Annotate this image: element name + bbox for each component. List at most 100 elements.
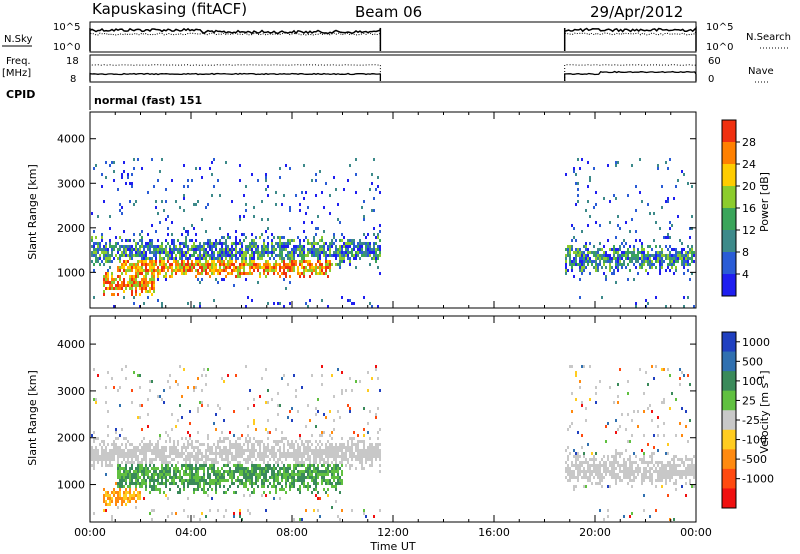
- velocity-cell: [605, 425, 607, 428]
- power-cell: [247, 263, 249, 266]
- velocity-cell: [255, 482, 257, 485]
- velocity-cell: [661, 467, 663, 470]
- velocity-cell: [189, 470, 191, 473]
- velocity-cell: [123, 452, 125, 455]
- velocity-cell: [341, 371, 343, 374]
- power-cell: [239, 248, 241, 251]
- velocity-cell: [269, 449, 271, 452]
- power-cell: [179, 248, 181, 251]
- power-cell: [143, 281, 145, 284]
- velocity-cell: [349, 464, 351, 467]
- power-cell: [251, 272, 253, 275]
- velocity-cell: [193, 446, 195, 449]
- velocity-cell: [163, 470, 165, 473]
- velocity-cell: [689, 482, 691, 485]
- velocity-cell: [369, 458, 371, 461]
- power-cell: [573, 263, 575, 266]
- power-cell: [113, 305, 115, 308]
- velocity-cell: [263, 482, 265, 485]
- velocity-cell: [179, 479, 181, 482]
- power-cell: [375, 260, 377, 263]
- power-cell: [211, 257, 213, 260]
- velocity-cell: [357, 440, 359, 443]
- velocity-cell: [169, 488, 171, 491]
- power-cell: [659, 260, 661, 263]
- velocity-cell: [253, 473, 255, 476]
- power-cell: [199, 266, 201, 269]
- power-cell: [309, 275, 311, 278]
- velocity-cell: [237, 452, 239, 455]
- power-cell: [219, 263, 221, 266]
- velocity-cell: [593, 461, 595, 464]
- power-cell: [215, 248, 217, 251]
- velocity-cell: [589, 464, 591, 467]
- power-cell: [647, 272, 649, 275]
- power-cell: [109, 245, 111, 248]
- power-cell: [377, 233, 379, 236]
- velocity-cell: [595, 392, 597, 395]
- velocity-cell: [129, 452, 131, 455]
- power-cell: [223, 248, 225, 251]
- power-cell: [243, 269, 245, 272]
- velocity-cell: [341, 455, 343, 458]
- power-cell: [669, 257, 671, 260]
- power-cell: [141, 245, 143, 248]
- power-cell: [575, 254, 577, 257]
- power-cell: [171, 248, 173, 251]
- velocity-xtick-label: 12:00: [377, 526, 409, 539]
- power-cell: [313, 236, 315, 239]
- velocity-cell: [199, 449, 201, 452]
- velocity-cell: [181, 395, 183, 398]
- power-cell: [167, 251, 169, 254]
- power-cell: [279, 302, 281, 305]
- velocity-cell: [215, 455, 217, 458]
- velocity-cell: [193, 467, 195, 470]
- power-cell: [245, 185, 247, 188]
- velocity-cell: [135, 488, 137, 491]
- velocity-cell: [311, 443, 313, 446]
- power-cell: [187, 260, 189, 263]
- velocity-cell: [299, 437, 301, 440]
- power-cell: [159, 269, 161, 272]
- power-cell: [303, 251, 305, 254]
- power-cell: [143, 251, 145, 254]
- velocity-cell: [693, 467, 695, 470]
- velocity-cell: [657, 461, 659, 464]
- velocity-cell: [287, 449, 289, 452]
- power-cell: [367, 233, 369, 236]
- power-cell: [141, 257, 143, 260]
- power-cell: [361, 248, 363, 251]
- power-cell: [333, 176, 335, 179]
- power-cell: [153, 269, 155, 272]
- velocity-cell: [105, 452, 107, 455]
- velocity-cell: [607, 509, 609, 512]
- velocity-cell: [649, 461, 651, 464]
- velocity-cell: [269, 452, 271, 455]
- velocity-cell: [587, 479, 589, 482]
- velocity-cell: [267, 464, 269, 467]
- power-cell: [177, 251, 179, 254]
- power-cell: [239, 254, 241, 257]
- velocity-cell: [161, 476, 163, 479]
- velocity-cell: [283, 476, 285, 479]
- velocity-cell: [645, 467, 647, 470]
- power-cell: [587, 161, 589, 164]
- velocity-cell: [101, 446, 103, 449]
- power-cell: [131, 275, 133, 278]
- velocity-cell: [573, 485, 575, 488]
- power-cell: [109, 227, 111, 230]
- power-cell: [337, 251, 339, 254]
- velocity-cell: [229, 452, 231, 455]
- power-cell: [675, 251, 677, 254]
- velocity-cell: [139, 482, 141, 485]
- power-cell: [195, 251, 197, 254]
- velocity-cell: [617, 464, 619, 467]
- power-cell: [107, 257, 109, 260]
- power-cell: [303, 269, 305, 272]
- velocity-cell: [629, 476, 631, 479]
- velocity-cell: [189, 476, 191, 479]
- velocity-cell: [615, 467, 617, 470]
- velocity-cell: [139, 464, 141, 467]
- velocity-cell: [203, 482, 205, 485]
- power-cell: [121, 281, 123, 284]
